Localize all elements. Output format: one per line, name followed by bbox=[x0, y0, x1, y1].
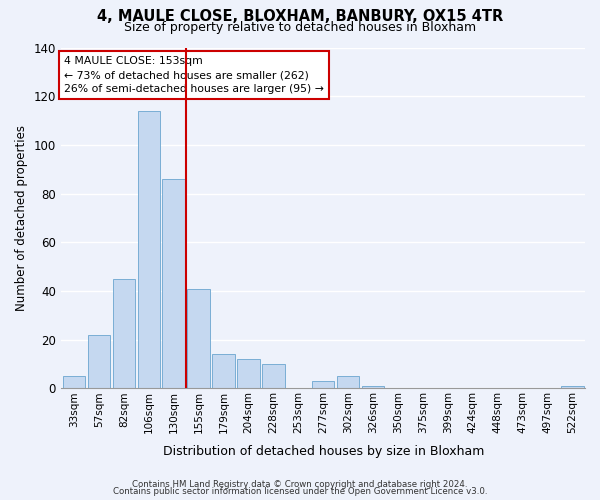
Bar bbox=[237, 360, 260, 388]
Bar bbox=[88, 335, 110, 388]
Bar bbox=[113, 279, 135, 388]
Bar bbox=[163, 179, 185, 388]
Bar bbox=[312, 381, 334, 388]
Bar bbox=[337, 376, 359, 388]
Text: 4, MAULE CLOSE, BLOXHAM, BANBURY, OX15 4TR: 4, MAULE CLOSE, BLOXHAM, BANBURY, OX15 4… bbox=[97, 9, 503, 24]
Bar bbox=[63, 376, 85, 388]
Text: Size of property relative to detached houses in Bloxham: Size of property relative to detached ho… bbox=[124, 22, 476, 35]
X-axis label: Distribution of detached houses by size in Bloxham: Distribution of detached houses by size … bbox=[163, 444, 484, 458]
Y-axis label: Number of detached properties: Number of detached properties bbox=[15, 125, 28, 311]
Bar bbox=[187, 288, 210, 388]
Bar bbox=[262, 364, 284, 388]
Text: 4 MAULE CLOSE: 153sqm
← 73% of detached houses are smaller (262)
26% of semi-det: 4 MAULE CLOSE: 153sqm ← 73% of detached … bbox=[64, 56, 324, 94]
Bar bbox=[562, 386, 584, 388]
Bar bbox=[212, 354, 235, 388]
Text: Contains public sector information licensed under the Open Government Licence v3: Contains public sector information licen… bbox=[113, 487, 487, 496]
Text: Contains HM Land Registry data © Crown copyright and database right 2024.: Contains HM Land Registry data © Crown c… bbox=[132, 480, 468, 489]
Bar bbox=[137, 111, 160, 388]
Bar bbox=[362, 386, 385, 388]
